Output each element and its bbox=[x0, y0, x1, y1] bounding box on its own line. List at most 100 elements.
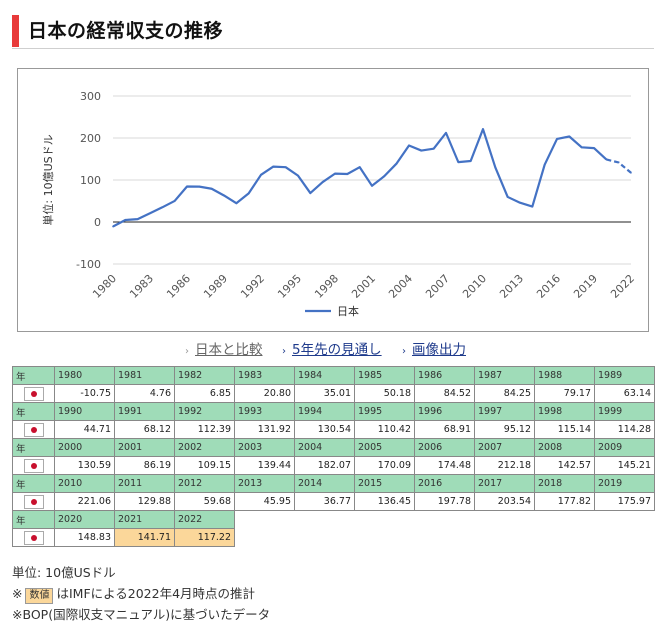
data-point bbox=[469, 160, 472, 162]
value-cell: 174.48 bbox=[414, 456, 475, 475]
data-point bbox=[482, 128, 484, 130]
x-tick-label: 2004 bbox=[386, 272, 415, 301]
year-cell: 1981 bbox=[114, 366, 175, 385]
chevron-right-icon: › bbox=[402, 346, 406, 357]
year-cell: 1984 bbox=[294, 366, 355, 385]
estimate-badge: 数値 bbox=[25, 588, 54, 604]
empty-cell bbox=[535, 529, 595, 547]
flag-cell bbox=[12, 492, 55, 511]
year-cell: 1998 bbox=[534, 402, 595, 421]
y-axis-label: 単位: 10億USドル bbox=[41, 134, 55, 225]
year-cell: 2007 bbox=[474, 438, 535, 457]
year-header-row: 年 2020 2021 2022 bbox=[12, 510, 655, 529]
year-header-row: 年 1980 1981 1982 1983 1984 1985 1986 1987 1988 198… bbox=[12, 366, 655, 385]
chart-links: › 日本と比較 › 5年先の見通し › 画像出力 bbox=[0, 338, 662, 360]
value-cell: 112.39 bbox=[174, 420, 235, 439]
year-cell: 2001 bbox=[114, 438, 175, 457]
year-cell: 2010 bbox=[54, 474, 115, 493]
data-point bbox=[605, 158, 608, 161]
value-cell: 45.95 bbox=[234, 492, 295, 511]
year-label: 年 bbox=[12, 402, 55, 421]
year-cell: 2014 bbox=[294, 474, 355, 493]
flag-cell bbox=[12, 528, 55, 547]
x-tick-label: 2013 bbox=[497, 272, 526, 301]
footnotes: 単位: 10億USドル ※ 数値 はIMFによる2022年4月時点の推計 ※BOP(… bbox=[12, 562, 270, 625]
data-point bbox=[309, 192, 312, 194]
forecast-link[interactable]: › 5年先の見通し bbox=[282, 338, 382, 358]
year-label: 年 bbox=[12, 474, 55, 493]
data-point bbox=[531, 205, 534, 208]
data-point bbox=[198, 185, 201, 188]
year-cell: 1988 bbox=[534, 366, 595, 385]
value-cell: 145.21 bbox=[594, 456, 655, 475]
value-cell: 136.45 bbox=[354, 492, 415, 511]
value-cell: 35.01 bbox=[294, 384, 355, 403]
data-point bbox=[395, 162, 398, 165]
year-cell: 2011 bbox=[114, 474, 175, 493]
x-tick-label: 2016 bbox=[534, 272, 563, 301]
value-cell: 95.12 bbox=[474, 420, 535, 439]
x-tick-label: 2019 bbox=[571, 272, 600, 301]
data-point bbox=[149, 212, 151, 215]
data-point bbox=[173, 200, 176, 202]
value-cell: 63.14 bbox=[594, 384, 655, 403]
x-tick-label: 1980 bbox=[90, 272, 119, 301]
chart-container: -100 0 100 200 300 1980 1983 1986 1989 1992 1995 19… bbox=[17, 68, 649, 332]
empty-cell bbox=[355, 529, 415, 547]
value-cell: 139.44 bbox=[234, 456, 295, 475]
empty-cell bbox=[415, 529, 475, 547]
value-cell: 130.59 bbox=[54, 456, 115, 475]
image-export-link[interactable]: › 画像出力 bbox=[402, 338, 466, 358]
year-cell: 2000 bbox=[54, 438, 115, 457]
year-cell: 2013 bbox=[234, 474, 295, 493]
y-tick-label: 100 bbox=[80, 174, 101, 187]
value-cell: 50.18 bbox=[354, 384, 415, 403]
year-label: 年 bbox=[12, 438, 55, 457]
value-cell: 6.85 bbox=[174, 384, 235, 403]
year-cell: 1995 bbox=[354, 402, 415, 421]
year-cell: 1999 bbox=[594, 402, 655, 421]
year-cell: 1996 bbox=[414, 402, 475, 421]
year-cell: 1987 bbox=[474, 366, 535, 385]
empty-cell bbox=[235, 529, 295, 547]
data-point bbox=[260, 173, 262, 176]
x-tick-label: 1998 bbox=[312, 272, 341, 301]
year-cell: 2022 bbox=[174, 510, 235, 529]
year-cell: 1990 bbox=[54, 402, 115, 421]
value-cell: 130.54 bbox=[294, 420, 355, 439]
compare-link[interactable]: › 日本と比較 bbox=[185, 338, 263, 358]
year-cell: 1992 bbox=[174, 402, 235, 421]
value-cell: 182.07 bbox=[294, 456, 355, 475]
data-point bbox=[556, 138, 558, 140]
chevron-right-icon: › bbox=[282, 346, 286, 357]
series-line-japan bbox=[112, 128, 608, 228]
empty-cell bbox=[595, 511, 655, 529]
flag-cell bbox=[12, 420, 55, 439]
data-point bbox=[371, 185, 373, 187]
x-tick-label: 2007 bbox=[423, 272, 452, 301]
data-point bbox=[383, 175, 386, 177]
data-point bbox=[445, 132, 447, 134]
data-point bbox=[543, 163, 546, 166]
value-cell: 59.68 bbox=[174, 492, 235, 511]
value-cell: 131.92 bbox=[234, 420, 295, 439]
image-export-link-label: 画像出力 bbox=[412, 342, 466, 358]
data-point bbox=[124, 219, 127, 221]
y-tick-label: 0 bbox=[94, 216, 101, 229]
value-cell: -10.75 bbox=[54, 384, 115, 403]
value-cell: 170.09 bbox=[354, 456, 415, 475]
empty-cell bbox=[295, 529, 355, 547]
value-row: -10.75 4.76 6.85 20.80 35.01 50.18 84.52 84.25 7… bbox=[12, 384, 655, 403]
data-point bbox=[186, 185, 188, 188]
year-cell: 1989 bbox=[594, 366, 655, 385]
value-cell: 36.77 bbox=[294, 492, 355, 511]
data-point bbox=[519, 201, 521, 204]
source-note: ※BOP(国際収支マニュアル)に基づいたデータ bbox=[12, 607, 271, 622]
data-point bbox=[284, 166, 287, 168]
value-cell: 110.42 bbox=[354, 420, 415, 439]
line-chart: -100 0 100 200 300 1980 1983 1986 1989 1992 1995 19… bbox=[41, 90, 637, 318]
value-cell: 68.91 bbox=[414, 420, 475, 439]
data-point bbox=[494, 166, 497, 169]
value-cell: 197.78 bbox=[414, 492, 475, 511]
year-cell: 1991 bbox=[114, 402, 175, 421]
